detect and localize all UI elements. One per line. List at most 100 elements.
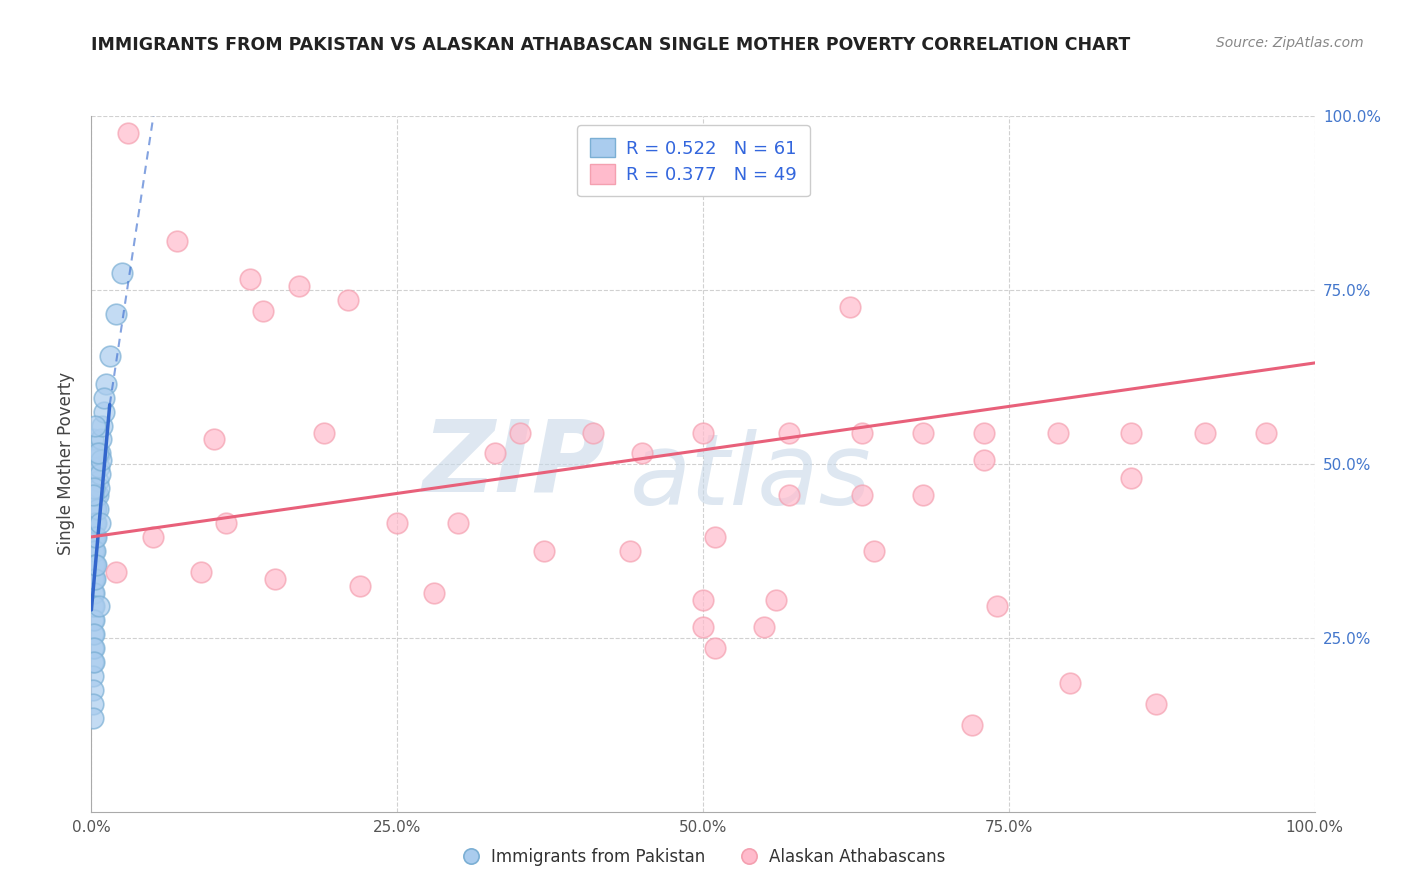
Point [89,516,111,530]
Point [385,516,409,530]
Point [86,446,108,460]
Point [82,446,104,460]
Point [312,425,335,440]
Point [851,425,873,440]
Point [141,530,163,544]
Point [82,558,104,572]
Point [704,641,727,656]
Point [533,544,555,558]
Point [1121,471,1143,485]
Point [84,530,107,544]
Point [704,530,727,544]
Point [190,565,212,579]
Point [87,599,110,614]
Point [239,272,262,286]
Text: IMMIGRANTS FROM PAKISTAN VS ALASKAN ATHABASCAN SINGLE MOTHER POVERTY CORRELATION: IMMIGRANTS FROM PAKISTAN VS ALASKAN ATHA… [91,36,1130,54]
Text: atlas: atlas [630,429,872,526]
Point [86,475,108,489]
Point [1059,676,1081,690]
Point [84,558,107,572]
Point [912,488,935,502]
Text: Source: ZipAtlas.com: Source: ZipAtlas.com [1216,36,1364,50]
Point [692,592,714,607]
Point [509,425,531,440]
Point [252,303,274,318]
Point [83,641,105,656]
Point [447,516,470,530]
Point [83,530,105,544]
Point [82,433,104,447]
Point [264,572,287,586]
Point [84,502,107,516]
Point [484,446,506,460]
Point [960,717,983,731]
Point [83,516,105,530]
Point [619,544,641,558]
Point [1046,425,1069,440]
Point [117,127,139,141]
Point [104,565,127,579]
Point [631,446,654,460]
Point [84,544,107,558]
Point [104,307,127,321]
Legend: Immigrants from Pakistan, Alaskan Athabascans: Immigrants from Pakistan, Alaskan Athaba… [454,842,952,873]
Point [83,558,105,572]
Point [215,516,238,530]
Point [973,453,995,467]
Point [765,592,787,607]
Point [692,425,714,440]
Point [91,418,114,433]
Point [83,544,105,558]
Y-axis label: Single Mother Poverty: Single Mother Poverty [58,372,76,556]
Point [778,488,800,502]
Point [89,467,111,482]
Point [82,488,104,502]
Point [94,376,117,391]
Point [778,425,800,440]
Point [82,585,104,599]
Point [90,453,112,467]
Point [83,585,105,599]
Point [692,620,714,634]
Point [1121,425,1143,440]
Point [349,578,371,592]
Point [337,293,360,308]
Point [82,530,104,544]
Point [82,641,104,656]
Point [86,488,108,502]
Point [84,572,107,586]
Point [166,234,188,248]
Point [912,425,935,440]
Point [84,516,107,530]
Point [202,433,225,447]
Point [82,669,104,683]
Point [87,481,110,495]
Point [851,488,873,502]
Point [83,614,105,628]
Point [82,683,104,698]
Point [82,572,104,586]
Text: ZIP: ZIP [422,416,605,512]
Point [84,530,107,544]
Point [98,349,121,363]
Point [83,481,105,495]
Point [83,655,105,669]
Point [84,502,107,516]
Point [1194,425,1216,440]
Point [973,425,995,440]
Point [84,488,107,502]
Point [82,544,104,558]
Point [423,585,446,599]
Point [90,433,112,447]
Point [93,391,115,405]
Point [986,599,1008,614]
Point [84,418,107,433]
Point [111,266,134,280]
Point [1254,425,1277,440]
Point [863,544,886,558]
Point [82,614,104,628]
Point [838,300,860,315]
Point [754,620,776,634]
Point [288,279,311,293]
Point [82,627,104,641]
